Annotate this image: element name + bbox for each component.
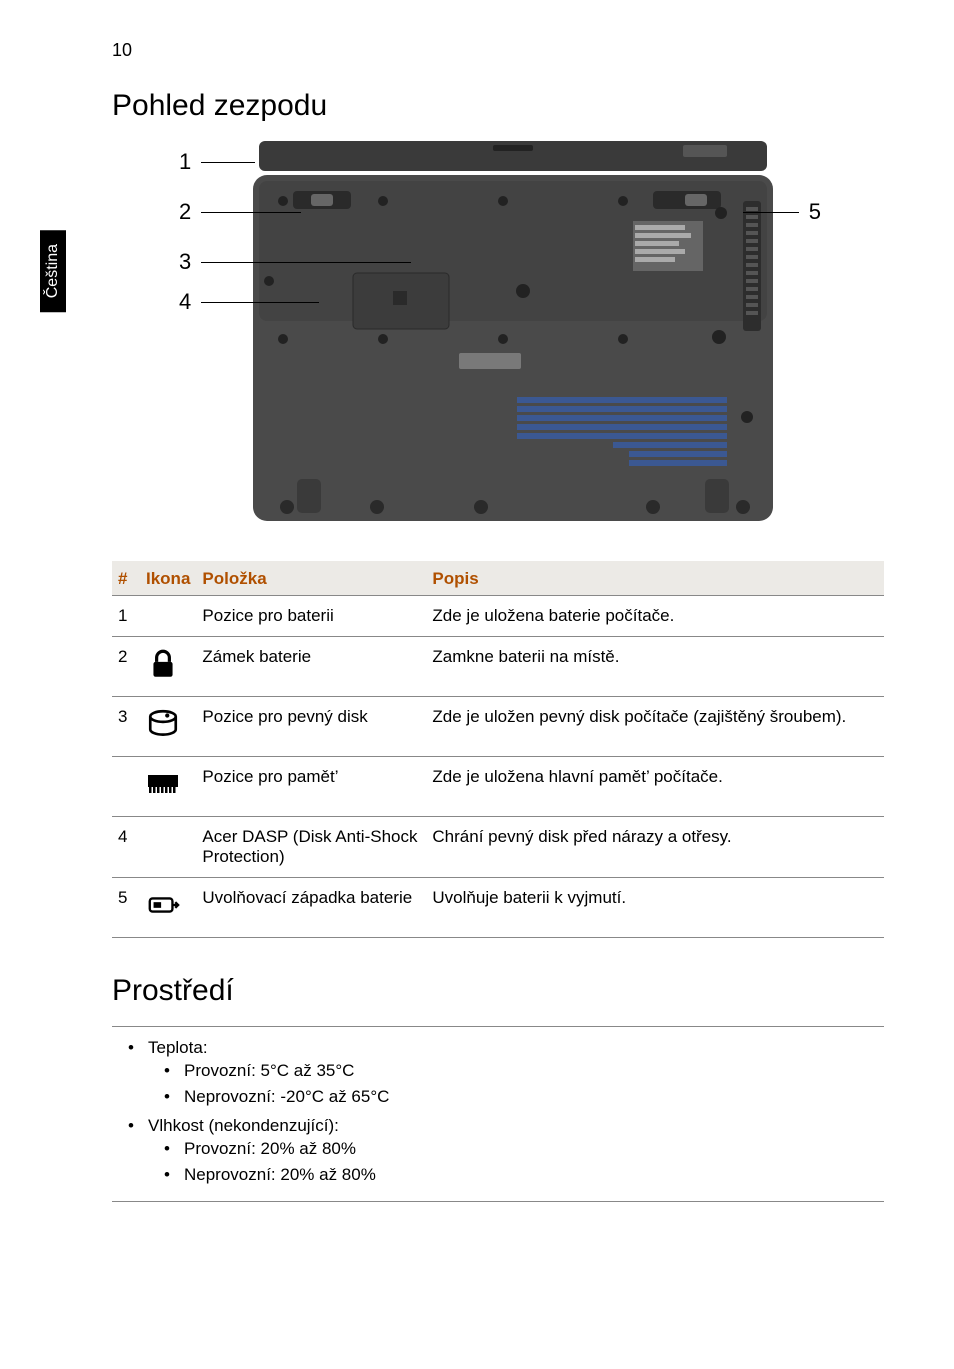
callout-line: [743, 212, 799, 213]
col-item: Položka: [196, 561, 426, 596]
callout-2: 2: [179, 199, 301, 225]
list-item: Teplota: Provozní: 5°C až 35°C Neprovozn…: [112, 1035, 884, 1113]
lock-icon: [146, 647, 180, 681]
page-content: Pohled zezpodu 1 2 3 4 5: [112, 89, 884, 1202]
cell-num: 5: [112, 878, 140, 938]
cell-icon: [140, 817, 196, 878]
table-row: 3 Pozice pro pevný disk Zde je uložen pe…: [112, 697, 884, 757]
cell-item: Pozice pro baterii: [196, 596, 426, 637]
callout-4: 4: [179, 289, 319, 315]
laptop-bottom-svg: [253, 141, 773, 521]
callout-line: [201, 262, 411, 263]
cell-desc: Zamkne baterii na místě.: [426, 637, 884, 697]
cell-num: 1: [112, 596, 140, 637]
callout-1: 1: [179, 149, 255, 175]
cell-icon: [140, 637, 196, 697]
cell-num: 2: [112, 637, 140, 697]
callout-num: 1: [179, 149, 201, 175]
cell-desc: Chrání pevný disk před nárazy a otřesy.: [426, 817, 884, 878]
page-number: 10: [112, 40, 954, 61]
callout-line: [201, 302, 319, 303]
ram-icon: [146, 767, 180, 801]
callout-num: 3: [179, 249, 201, 275]
callout-num: 2: [179, 199, 201, 225]
env-label: Teplota:: [148, 1038, 208, 1057]
callout-line: [201, 162, 255, 163]
list-item: Provozní: 5°C až 35°C: [148, 1058, 884, 1084]
cell-item: Uvolňovací západka baterie: [196, 878, 426, 938]
cell-num: [112, 757, 140, 817]
language-tab: Čeština: [40, 230, 66, 312]
cell-desc: Zde je uložena baterie počítače.: [426, 596, 884, 637]
cell-desc: Zde je uložena hlavní pamět’ počítače.: [426, 757, 884, 817]
cell-desc: Zde je uložen pevný disk počítače (zajiš…: [426, 697, 884, 757]
callout-line: [201, 212, 301, 213]
cell-item: Pozice pro pamět’: [196, 757, 426, 817]
callout-num: 4: [179, 289, 201, 315]
table-row: 2 Zámek baterie Zamkne baterii na místě.: [112, 637, 884, 697]
section-environment-title: Prostředí: [112, 974, 884, 1008]
list-item: Vlhkost (nekondenzující): Provozní: 20% …: [112, 1113, 884, 1191]
cell-icon: [140, 757, 196, 817]
hdd-icon: [146, 707, 180, 741]
environment-list: Teplota: Provozní: 5°C až 35°C Neprovozn…: [112, 1026, 884, 1202]
cell-item: Zámek baterie: [196, 637, 426, 697]
cell-desc: Uvolňuje baterii k vyjmutí.: [426, 878, 884, 938]
table-row: Pozice pro pamět’ Zde je uložena hlavní …: [112, 757, 884, 817]
table-row: 5 Uvolňovací západka baterie Uvolňuje ba…: [112, 878, 884, 938]
list-item: Neprovozní: 20% až 80%: [148, 1162, 884, 1188]
section-bottom-view-title: Pohled zezpodu: [112, 89, 884, 123]
table-row: 4 Acer DASP (Disk Anti-Shock Protection)…: [112, 817, 884, 878]
callout-3: 3: [179, 249, 411, 275]
spec-table: # Ikona Položka Popis 1 Pozice pro bater…: [112, 561, 884, 938]
cell-icon: [140, 878, 196, 938]
bottom-view-figure: 1 2 3 4 5: [183, 141, 813, 521]
release-icon: [146, 888, 180, 922]
cell-icon: [140, 697, 196, 757]
cell-item: Acer DASP (Disk Anti-Shock Protection): [196, 817, 426, 878]
table-header-row: # Ikona Položka Popis: [112, 561, 884, 596]
cell-item: Pozice pro pevný disk: [196, 697, 426, 757]
callout-num: 5: [799, 199, 821, 225]
list-item: Neprovozní: -20°C až 65°C: [148, 1084, 884, 1110]
cell-num: 3: [112, 697, 140, 757]
table-row: 1 Pozice pro baterii Zde je uložena bate…: [112, 596, 884, 637]
cell-icon: [140, 596, 196, 637]
cell-num: 4: [112, 817, 140, 878]
list-item: Provozní: 20% až 80%: [148, 1136, 884, 1162]
col-num: #: [112, 561, 140, 596]
env-label: Vlhkost (nekondenzující):: [148, 1116, 339, 1135]
col-desc: Popis: [426, 561, 884, 596]
callout-5: 5: [743, 199, 821, 225]
col-icon: Ikona: [140, 561, 196, 596]
